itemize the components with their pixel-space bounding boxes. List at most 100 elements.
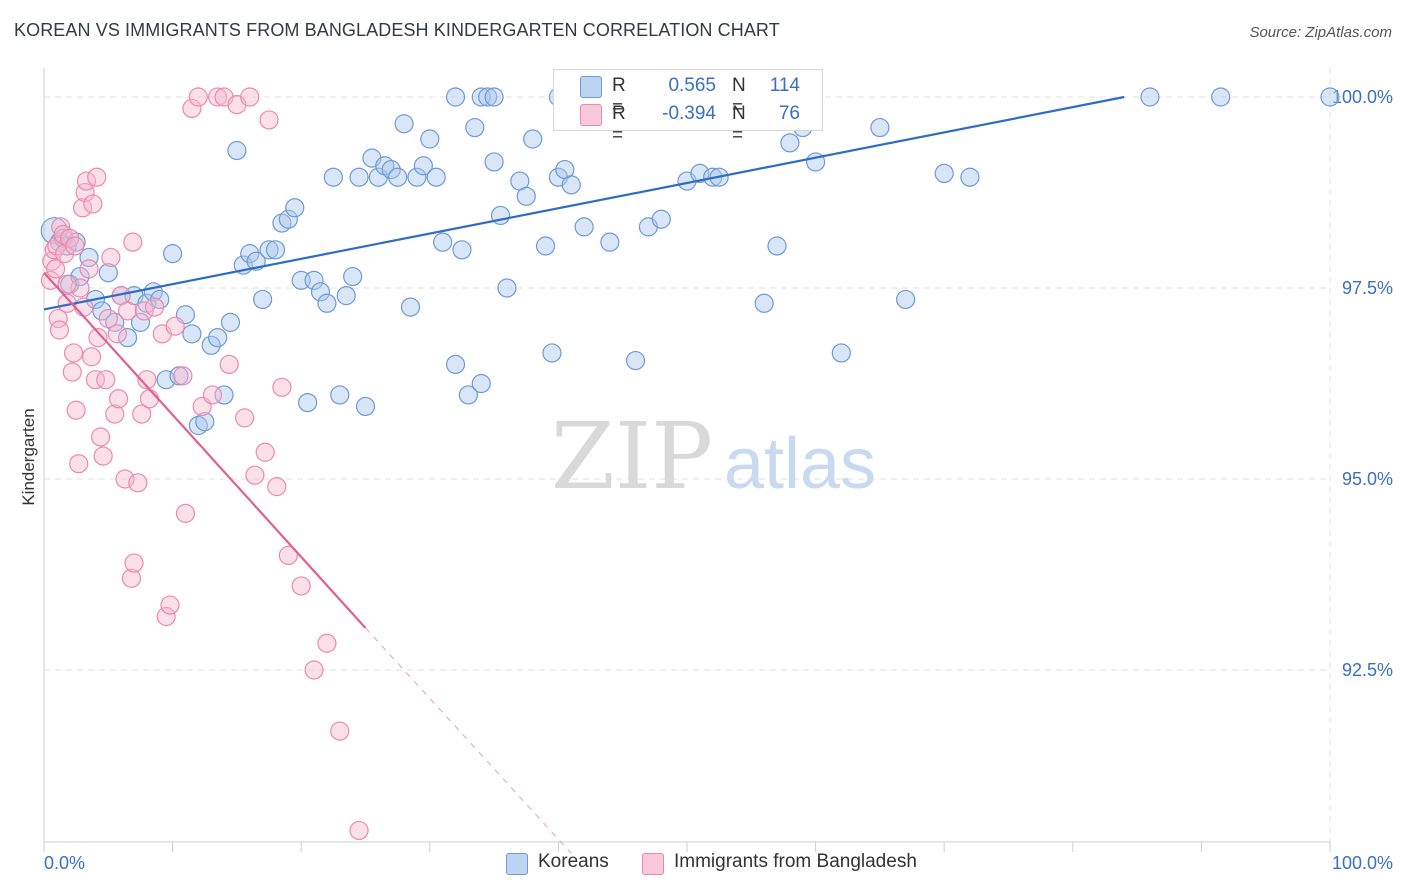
bangladesh-point (134, 301, 154, 321)
watermark: ZIP atlas (551, 403, 876, 510)
bangladesh-point (259, 110, 279, 130)
legend-r-label: R = (612, 75, 626, 118)
korean-point (767, 236, 787, 256)
bangladesh-point (272, 377, 292, 397)
korean-point (690, 163, 710, 183)
bangladesh-point (83, 194, 103, 214)
korean-point (130, 312, 151, 332)
korean-point (831, 343, 851, 363)
korean-point (227, 140, 247, 161)
bangladesh-point (137, 370, 157, 390)
korean-point (163, 244, 183, 264)
series-label-korean: Koreans (538, 851, 609, 872)
korean-point (478, 87, 498, 107)
bangladesh-point (65, 236, 85, 256)
korean-point (310, 282, 331, 302)
korean-point (1211, 87, 1231, 107)
korean-point (92, 301, 112, 321)
korean-point (381, 159, 401, 180)
bangladesh-point (128, 473, 148, 493)
korean-point (625, 350, 646, 371)
korean-point (214, 385, 234, 405)
bangladesh-point (117, 301, 138, 321)
korean-point (355, 396, 376, 417)
bangladesh-point (160, 595, 180, 615)
bangladesh-point (49, 320, 70, 340)
series-label-bangladesh: Immigrants from Bangladesh (674, 851, 917, 872)
bangladesh-point (85, 370, 106, 390)
bangladesh-point (267, 477, 287, 497)
bangladesh-point (105, 404, 125, 424)
bangladesh-point (96, 370, 116, 390)
bangladesh-point (330, 721, 350, 741)
korean-point (278, 209, 298, 229)
bangladesh-point (304, 660, 324, 680)
korean-point (535, 236, 556, 256)
korean-point (1140, 87, 1160, 107)
korean-point (349, 167, 369, 187)
bangladesh-point (202, 385, 223, 405)
axis-layer: 100.0% 97.5% 95.0% 92.5% (43, 68, 1393, 852)
legend-r-value: 0.565 (668, 75, 716, 96)
korean-point (330, 385, 350, 405)
bangladesh-point (132, 404, 152, 424)
bangladesh-point (93, 446, 113, 466)
bangladesh-point (124, 553, 144, 573)
y-tick-label: 95.0% (1342, 469, 1393, 489)
korean-point (182, 324, 202, 344)
bangladesh-point (235, 408, 255, 428)
bangladesh-point (81, 347, 102, 367)
bangladesh-point (123, 232, 143, 252)
korean-point (445, 87, 466, 107)
series-swatch-korean (506, 853, 528, 875)
korean-point (265, 240, 286, 260)
korean-point (516, 186, 536, 206)
korean-point (651, 209, 671, 229)
bangladesh-point (90, 427, 111, 447)
korean-point (388, 167, 408, 187)
bangladesh-point (291, 576, 311, 596)
y-tick-label: 100.0% (1332, 87, 1393, 107)
bangladesh-point (349, 820, 369, 841)
korean-point (253, 289, 273, 310)
korean-point (896, 289, 916, 310)
legend-n-label: N = (732, 103, 746, 146)
korean-point (394, 114, 414, 134)
korean-point (754, 293, 774, 313)
korean-point (220, 312, 241, 332)
bangladesh-point (188, 87, 208, 107)
korean-point (98, 263, 118, 283)
korean-point (240, 244, 260, 264)
korean-point (298, 393, 318, 413)
bangladesh-point (88, 328, 108, 348)
bangladesh-point (175, 503, 196, 523)
korean-point (285, 198, 305, 218)
points-layer (40, 87, 1340, 841)
korean-point (870, 117, 890, 138)
y-tick-label: 92.5% (1342, 660, 1393, 680)
chart-title: KOREAN VS IMMIGRANTS FROM BANGLADESH KIN… (14, 20, 780, 40)
korean-point (433, 232, 453, 252)
korean-point (117, 328, 138, 348)
korean-point (259, 240, 279, 260)
korean-point (484, 87, 504, 107)
bangladesh-point (255, 442, 275, 462)
bangladesh-point (139, 389, 160, 409)
bangladesh-point (57, 274, 77, 294)
legend-n-value: 114 (769, 75, 800, 96)
korean-point (484, 152, 504, 172)
korean-point (336, 286, 356, 306)
korean-point (1320, 87, 1340, 107)
source-label: Source: ZipAtlas.com (1249, 24, 1392, 41)
bangladesh-point (76, 171, 97, 191)
x-tick-label-max: 100.0% (1332, 853, 1393, 873)
bangladesh-point (107, 324, 127, 344)
korean-point (780, 133, 800, 153)
korean-point (471, 373, 491, 394)
korean-point (208, 328, 228, 348)
bangladesh-point (208, 87, 228, 107)
korean-point (413, 156, 433, 176)
korean-point (934, 163, 954, 183)
korean-point (542, 343, 562, 363)
correlation-legend: R = 0.565 N = 114 R = -0.394 N = 76 (553, 69, 823, 146)
